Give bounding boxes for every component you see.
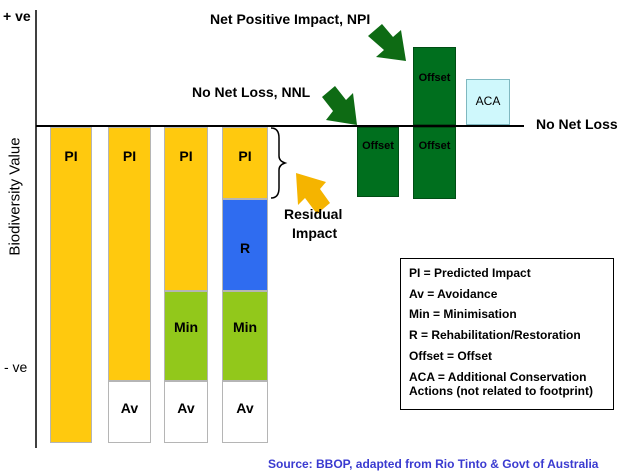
legend-item-pi: PI = Predicted Impact: [409, 266, 531, 280]
bar3-segment-av: Av: [164, 381, 208, 443]
bar3-segment-pi: PI: [164, 127, 208, 291]
bar2-segment-av: Av: [108, 381, 151, 443]
bar3-segment-min: Min: [164, 291, 208, 381]
bar1-segment-pi: PI: [50, 127, 92, 443]
bar4-min-label: Min: [232, 319, 258, 335]
nnl-offset-block: Offset: [357, 127, 399, 197]
aca-label: ACA: [475, 94, 501, 108]
bar4-segment-min: Min: [222, 291, 268, 381]
bar1-pi-label: PI: [64, 148, 78, 164]
residual-impact-line1: Residual: [284, 206, 343, 222]
legend-item-min: Min = Minimisation: [409, 307, 517, 322]
bar4-pi-label: PI: [238, 148, 252, 164]
bar2-av-label: Av: [120, 400, 139, 416]
bar4-segment-pi: PI: [222, 127, 268, 199]
bar4-av-label: Av: [236, 400, 254, 416]
legend-item-offset: Offset = Offset: [409, 348, 493, 363]
npi-offset-block-above: Offset: [413, 47, 456, 125]
bar3-pi-label: PI: [179, 148, 193, 164]
nnl-annotation: No Net Loss, NNL: [192, 84, 311, 100]
nnl-offset-label: Offset: [362, 140, 394, 152]
negative-axis-label: - ve: [4, 359, 28, 375]
npi-offset-above-label: Offset: [418, 72, 451, 84]
bar2-pi-label: PI: [122, 148, 137, 164]
legend-item-av: Av = Avoidance: [409, 286, 498, 301]
bar3-min-label: Min: [173, 319, 199, 335]
npi-arrow: [368, 24, 406, 61]
npi-annotation: Net Positive Impact, NPI: [210, 11, 371, 27]
bar3-av-label: Av: [177, 400, 195, 416]
no-net-loss-baseline-label: No Net Loss: [536, 116, 618, 132]
legend-item-aca: ACA = Additional Conservation Actions (n…: [409, 369, 593, 398]
legend-item-r: R = Rehabilitation/Restoration: [409, 328, 581, 343]
bar2-segment-pi: PI: [108, 127, 151, 381]
bar4-segment-r: R: [222, 199, 268, 291]
npi-offset-block-below: Offset: [413, 127, 456, 199]
aca-block: ACA: [466, 79, 510, 125]
npi-offset-below-label: Offset: [418, 140, 451, 152]
source-credit: Source: BBOP, adapted from Rio Tinto & G…: [268, 457, 599, 471]
y-axis-label-text: Biodiversity Value: [6, 137, 24, 256]
bar4-r-label: R: [239, 240, 251, 256]
residual-impact-brace: [270, 127, 288, 199]
nnl-arrow: [322, 86, 357, 125]
residual-impact-arrow: [296, 173, 330, 214]
bar4-segment-av: Av: [222, 381, 268, 443]
residual-impact-line2: Impact: [292, 225, 338, 241]
legend-box: PI = Predicted Impact Av = Avoidance Min…: [400, 258, 614, 410]
positive-axis-label: + ve: [3, 8, 31, 24]
